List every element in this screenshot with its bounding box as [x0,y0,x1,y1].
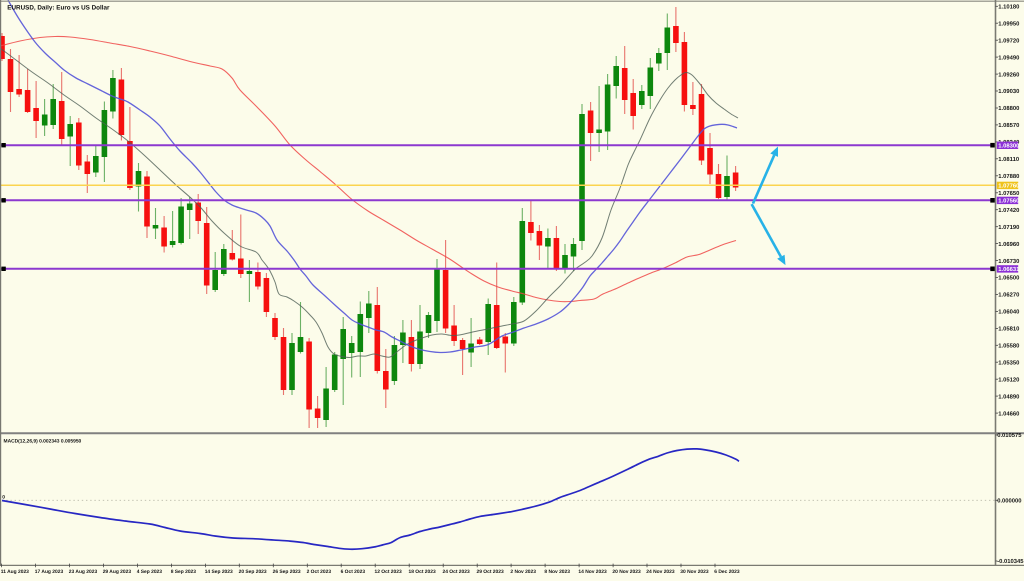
svg-text:17 Aug 2023: 17 Aug 2023 [35,569,64,575]
svg-text:1.06730: 1.06730 [998,258,1020,265]
svg-text:1.09030: 1.09030 [998,88,1020,95]
svg-text:1.08110: 1.08110 [998,156,1020,163]
svg-text:1.04890: 1.04890 [998,393,1020,400]
svg-text:24 Nov 2023: 24 Nov 2023 [646,569,675,575]
svg-text:EURUSD, Daily: Euro vs US Dol: EURUSD, Daily: Euro vs US Dollar [7,4,110,11]
svg-text:1.10180: 1.10180 [998,4,1020,11]
svg-text:1.05120: 1.05120 [998,376,1020,383]
svg-text:11 Aug 2023: 11 Aug 2023 [1,569,29,575]
svg-text:1.05350: 1.05350 [998,359,1020,366]
svg-text:1.07760: 1.07760 [998,183,1020,190]
svg-text:1.06631: 1.06631 [998,266,1020,273]
svg-text:1.05580: 1.05580 [998,343,1020,350]
svg-text:0: 0 [2,494,5,500]
svg-text:29 Oct 2023: 29 Oct 2023 [477,569,504,575]
svg-text:24 Oct 2023: 24 Oct 2023 [443,569,470,575]
svg-text:20 Nov 2023: 20 Nov 2023 [612,569,641,575]
svg-text:6 Oct 2023: 6 Oct 2023 [341,569,366,575]
svg-text:4 Sep 2023: 4 Sep 2023 [137,569,163,575]
svg-text:14 Sep 2023: 14 Sep 2023 [205,569,233,575]
svg-text:6 Dec 2023: 6 Dec 2023 [714,569,740,575]
svg-text:1.08570: 1.08570 [998,122,1020,129]
svg-text:1.09260: 1.09260 [998,71,1020,78]
svg-text:2 Nov 2023: 2 Nov 2023 [510,569,536,575]
svg-text:0.000000: 0.000000 [997,498,1022,505]
svg-text:1.07190: 1.07190 [998,224,1020,231]
svg-text:1.06500: 1.06500 [998,275,1020,282]
svg-text:1.08800: 1.08800 [998,105,1020,112]
svg-text:1.07880: 1.07880 [998,173,1020,180]
svg-text:2 Oct 2023: 2 Oct 2023 [307,569,332,575]
svg-text:1.06270: 1.06270 [998,292,1020,299]
svg-text:1.05810: 1.05810 [998,326,1020,333]
svg-text:-0.010345: -0.010345 [997,558,1024,565]
svg-text:8 Nov 2023: 8 Nov 2023 [544,569,570,575]
svg-text:20 Sep 2023: 20 Sep 2023 [239,569,267,575]
svg-text:12 Oct 2023: 12 Oct 2023 [375,569,402,575]
svg-text:26 Sep 2023: 26 Sep 2023 [273,569,301,575]
svg-text:18 Oct 2023: 18 Oct 2023 [409,569,436,575]
svg-text:23 Aug 2023: 23 Aug 2023 [69,569,98,575]
svg-text:29 Aug 2023: 29 Aug 2023 [103,569,132,575]
svg-text:8 Sep 2023: 8 Sep 2023 [171,569,197,575]
svg-text:1.08300: 1.08300 [998,143,1020,150]
svg-text:1.09950: 1.09950 [998,20,1020,27]
svg-text:MACD(12,26,9) 0.002343 0.00595: MACD(12,26,9) 0.002343 0.005950 [4,439,82,445]
svg-text:1.09720: 1.09720 [998,37,1020,44]
svg-text:30 Nov 2023: 30 Nov 2023 [680,569,709,575]
svg-text:1.09490: 1.09490 [998,54,1020,61]
svg-text:1.06040: 1.06040 [998,309,1020,316]
svg-text:1.04660: 1.04660 [998,410,1020,417]
svg-text:1.07420: 1.07420 [998,207,1020,214]
svg-text:14 Nov 2023: 14 Nov 2023 [578,569,607,575]
svg-text:1.06960: 1.06960 [998,241,1020,248]
svg-text:0.010575: 0.010575 [997,432,1022,439]
svg-text:1.07560: 1.07560 [998,198,1020,205]
svg-text:1.07650: 1.07650 [998,190,1020,197]
